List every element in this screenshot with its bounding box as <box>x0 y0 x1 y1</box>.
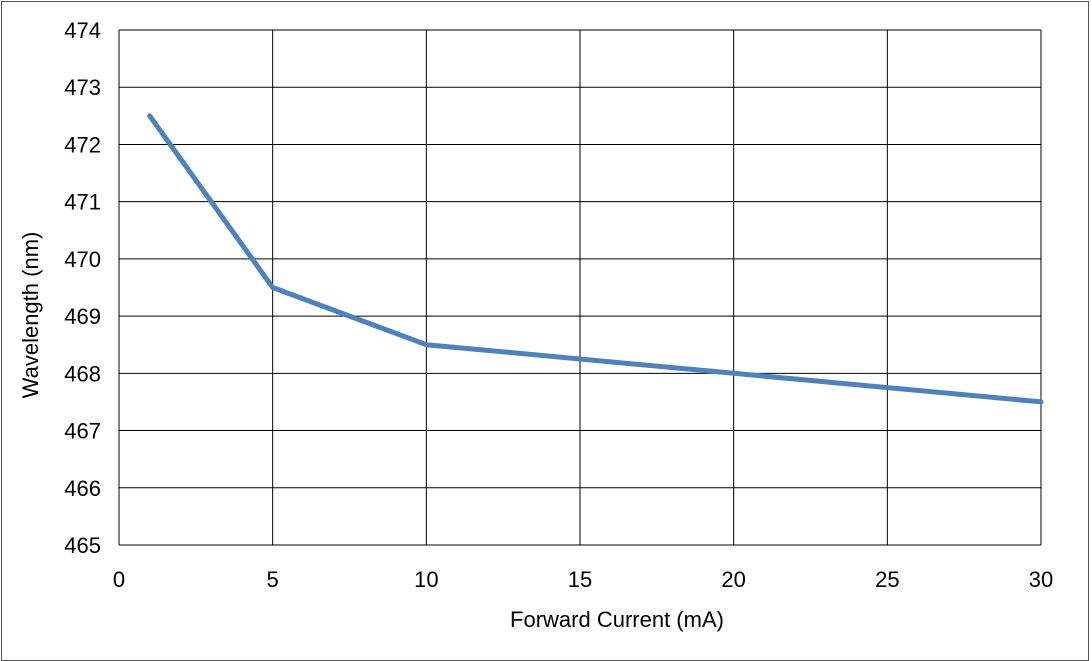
y-tick-label: 470 <box>64 247 101 272</box>
x-tick-label: 20 <box>721 567 745 592</box>
x-tick-label: 15 <box>568 567 592 592</box>
tick-labels: 465 466 467 468 469 470 471 472 473 474 0 5 10 15 20 25… <box>64 18 1053 592</box>
y-tick-label: 465 <box>64 533 101 558</box>
x-tick-label: 10 <box>414 567 438 592</box>
y-tick-label: 472 <box>64 132 101 157</box>
y-tick-label: 474 <box>64 18 101 43</box>
y-tick-label: 469 <box>64 304 101 329</box>
y-tick-label: 471 <box>64 190 101 215</box>
x-tick-label: 5 <box>267 567 279 592</box>
y-tick-label: 473 <box>64 75 101 100</box>
y-axis-title: Wavelength (nm) <box>18 232 43 399</box>
y-tick-label: 466 <box>64 476 101 501</box>
x-tick-label: 30 <box>1029 567 1053 592</box>
x-tick-label: 0 <box>113 567 125 592</box>
x-tick-label: 25 <box>875 567 899 592</box>
x-axis-title: Forward Current (mA) <box>510 607 724 632</box>
y-tick-label: 468 <box>64 361 101 386</box>
grid <box>119 30 1041 545</box>
y-tick-label: 467 <box>64 419 101 444</box>
